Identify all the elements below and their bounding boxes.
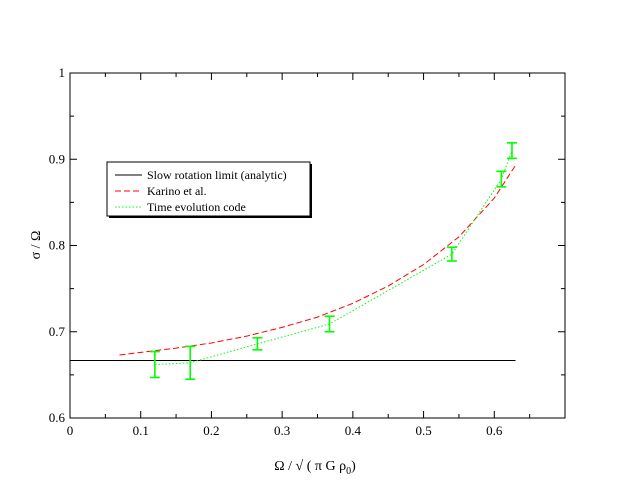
x-tick-label: 0.1 [133, 423, 149, 438]
x-axis-label-close: ) [351, 459, 356, 474]
x-tick-label: 0.2 [203, 423, 219, 438]
x-tick-label: 0.5 [415, 423, 431, 438]
x-tick-label: 0.6 [486, 423, 503, 438]
x-axis-label-subscript: 0 [346, 466, 351, 477]
series-line-1 [119, 165, 516, 356]
plot-frame [69, 72, 566, 419]
x-tick-label: 0.4 [345, 423, 362, 438]
x-tick-label: 0.3 [274, 423, 290, 438]
legend-entry: Slow rotation limit (analytic) [147, 168, 287, 182]
legend: Slow rotation limit (analytic) Karino et … [106, 161, 312, 218]
y-tick-label: 1 [59, 65, 66, 80]
y-tick-label: 0.9 [49, 151, 65, 166]
y-tick-label: 0.6 [49, 410, 66, 425]
legend-entry: Time evolution code [147, 200, 246, 214]
x-tick-label: 0 [67, 423, 74, 438]
y-tick-label: 0.8 [49, 238, 65, 253]
legend-entry: Karino et al. [147, 184, 207, 198]
y-tick-label: 0.7 [49, 324, 66, 339]
x-axis-label: Ω / √ ( π G ρ0) [274, 459, 356, 477]
y-axis-label: σ / Ω [29, 231, 44, 260]
